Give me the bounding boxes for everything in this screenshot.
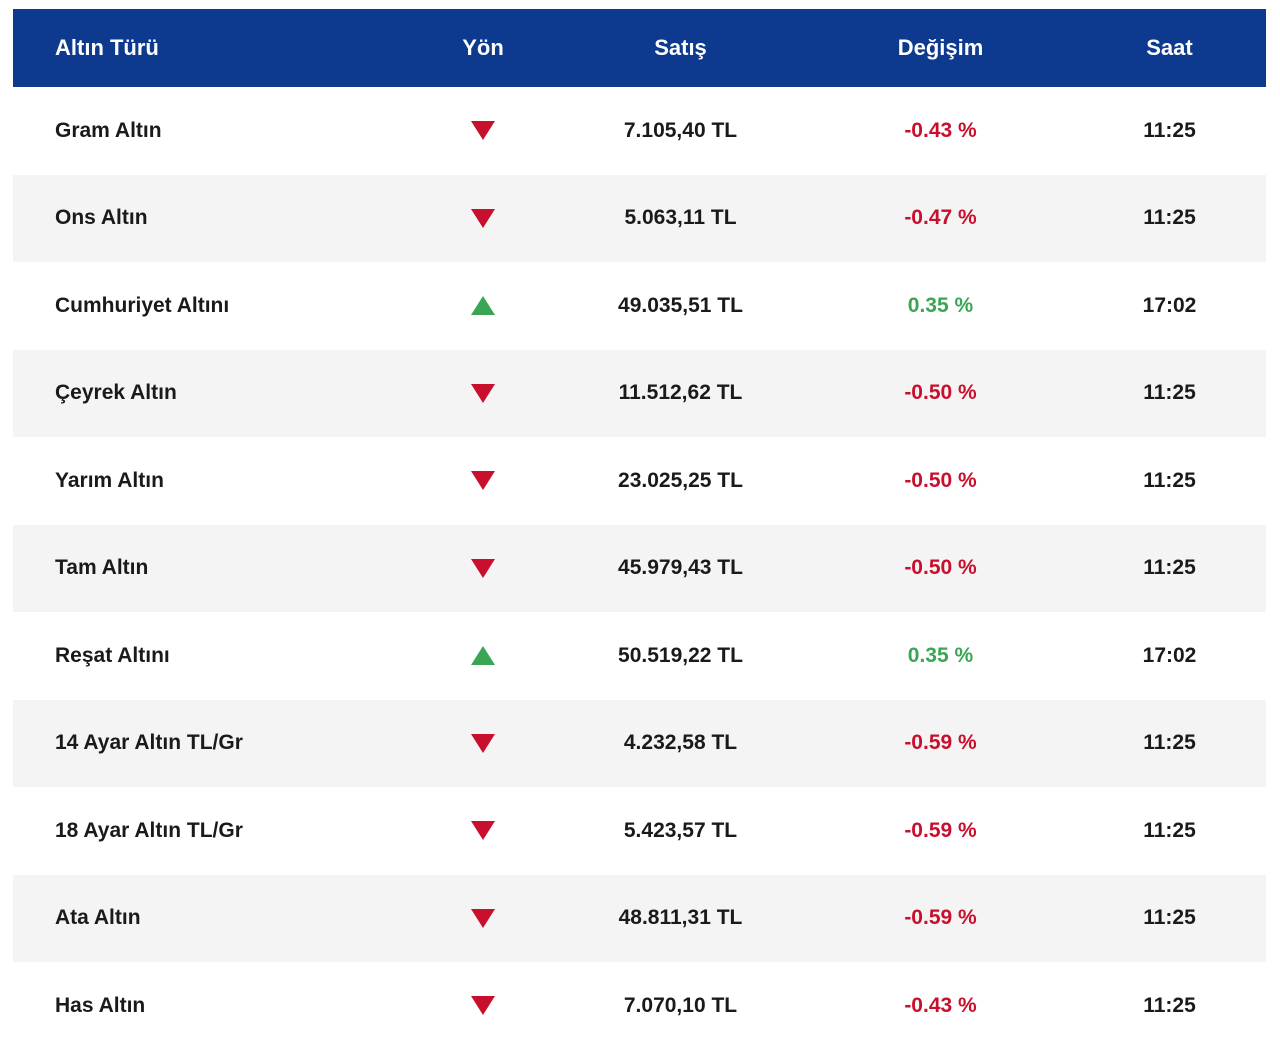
sell-price: 45.979,43 TL: [618, 556, 743, 580]
table-row[interactable]: Has Altın 7.070,10 TL -0.43 % 11:25: [13, 962, 1266, 1050]
sell-price: 49.035,51 TL: [618, 293, 743, 317]
direction-cell: [413, 121, 553, 141]
header-name[interactable]: Altın Türü: [55, 35, 159, 60]
table-row[interactable]: Cumhuriyet Altını 49.035,51 TL 0.35 % 17:02: [13, 262, 1266, 350]
update-time: 11:25: [1143, 731, 1196, 755]
sell-price: 7.070,10 TL: [623, 993, 738, 1017]
gold-type-name: Reşat Altını: [55, 643, 170, 667]
change-percent: -0.59 %: [904, 818, 977, 842]
triangle-up-icon: [471, 296, 495, 316]
change-percent: -0.50 %: [904, 468, 977, 492]
triangle-down-icon: [471, 121, 495, 141]
triangle-down-icon: [471, 471, 495, 491]
direction-cell: [413, 996, 553, 1016]
sell-price: 7.105,40 TL: [623, 118, 738, 142]
table-row[interactable]: 14 Ayar Altın TL/Gr 4.232,58 TL -0.59 % 11:…: [13, 699, 1266, 787]
table-row[interactable]: Gram Altın 7.105,40 TL -0.43 % 11:25: [13, 87, 1266, 175]
gold-price-table: Altın Türü Yön Satış Değişim Saat Gram A…: [13, 9, 1266, 1050]
update-time: 17:02: [1142, 293, 1197, 317]
sell-price: 50.519,22 TL: [618, 643, 743, 667]
triangle-down-icon: [471, 733, 495, 753]
direction-cell: [413, 296, 553, 316]
table-row[interactable]: 18 Ayar Altın TL/Gr 5.423,57 TL -0.59 % 11:…: [13, 787, 1266, 875]
update-time: 11:25: [1143, 818, 1196, 842]
table-row[interactable]: Çeyrek Altın 11.512,62 TL -0.50 % 11:25: [13, 349, 1266, 437]
direction-cell: [413, 558, 553, 578]
update-time: 11:25: [1143, 906, 1196, 930]
triangle-down-icon: [471, 996, 495, 1016]
gold-type-name: Gram Altın: [55, 118, 162, 142]
table-row[interactable]: Yarım Altın 23.025,25 TL -0.50 % 11:25: [13, 437, 1266, 525]
direction-cell: [413, 821, 553, 841]
direction-cell: [413, 733, 553, 753]
change-percent: 0.35 %: [907, 643, 974, 667]
table-row[interactable]: Ata Altın 48.811,31 TL -0.59 % 11:25: [13, 874, 1266, 962]
direction-cell: [413, 908, 553, 928]
triangle-down-icon: [471, 821, 495, 841]
direction-cell: [413, 208, 553, 228]
gold-type-name: 18 Ayar Altın TL/Gr: [55, 818, 243, 842]
update-time: 11:25: [1143, 206, 1196, 230]
change-percent: -0.43 %: [904, 118, 977, 142]
gold-type-name: Çeyrek Altın: [55, 381, 177, 405]
direction-cell: [413, 646, 553, 666]
update-time: 11:25: [1143, 118, 1196, 142]
direction-cell: [413, 471, 553, 491]
sell-price: 5.423,57 TL: [623, 818, 738, 842]
gold-type-name: Cumhuriyet Altını: [55, 293, 230, 317]
table-header: Altın Türü Yön Satış Değişim Saat: [13, 9, 1266, 87]
table-row[interactable]: Ons Altın 5.063,11 TL -0.47 % 11:25: [13, 174, 1266, 262]
header-direction[interactable]: Yön: [462, 35, 504, 60]
triangle-down-icon: [471, 558, 495, 578]
change-percent: -0.50 %: [904, 556, 977, 580]
sell-price: 5.063,11 TL: [624, 206, 737, 230]
change-percent: -0.50 %: [904, 381, 977, 405]
gold-type-name: Ata Altın: [55, 906, 141, 930]
change-percent: -0.59 %: [904, 731, 977, 755]
change-percent: -0.47 %: [904, 206, 977, 230]
gold-type-name: 14 Ayar Altın TL/Gr: [55, 731, 243, 755]
table-row[interactable]: Reşat Altını 50.519,22 TL 0.35 % 17:02: [13, 612, 1266, 700]
sell-price: 23.025,25 TL: [618, 468, 743, 492]
header-time[interactable]: Saat: [1146, 35, 1193, 60]
triangle-down-icon: [471, 383, 495, 403]
sell-price: 48.811,31 TL: [618, 906, 743, 930]
sell-price: 4.232,58 TL: [623, 731, 738, 755]
gold-type-name: Tam Altın: [55, 556, 149, 580]
triangle-down-icon: [471, 908, 495, 928]
update-time: 11:25: [1143, 556, 1196, 580]
gold-type-name: Yarım Altın: [55, 468, 164, 492]
change-percent: -0.59 %: [904, 906, 977, 930]
update-time: 11:25: [1143, 993, 1196, 1017]
update-time: 17:02: [1142, 643, 1197, 667]
header-change[interactable]: Değişim: [897, 35, 984, 60]
table-row[interactable]: Tam Altın 45.979,43 TL -0.50 % 11:25: [13, 524, 1266, 612]
triangle-down-icon: [471, 208, 495, 228]
update-time: 11:25: [1143, 381, 1196, 405]
gold-type-name: Ons Altın: [55, 206, 148, 230]
sell-price: 11.512,62 TL: [618, 381, 743, 405]
change-percent: 0.35 %: [907, 293, 974, 317]
gold-type-name: Has Altın: [55, 993, 146, 1017]
triangle-up-icon: [471, 646, 495, 666]
direction-cell: [413, 383, 553, 403]
table-body: Gram Altın 7.105,40 TL -0.43 % 11:25 Ons Alt…: [13, 87, 1266, 1050]
header-sell[interactable]: Satış: [654, 35, 707, 60]
update-time: 11:25: [1143, 468, 1196, 492]
change-percent: -0.43 %: [904, 993, 977, 1017]
